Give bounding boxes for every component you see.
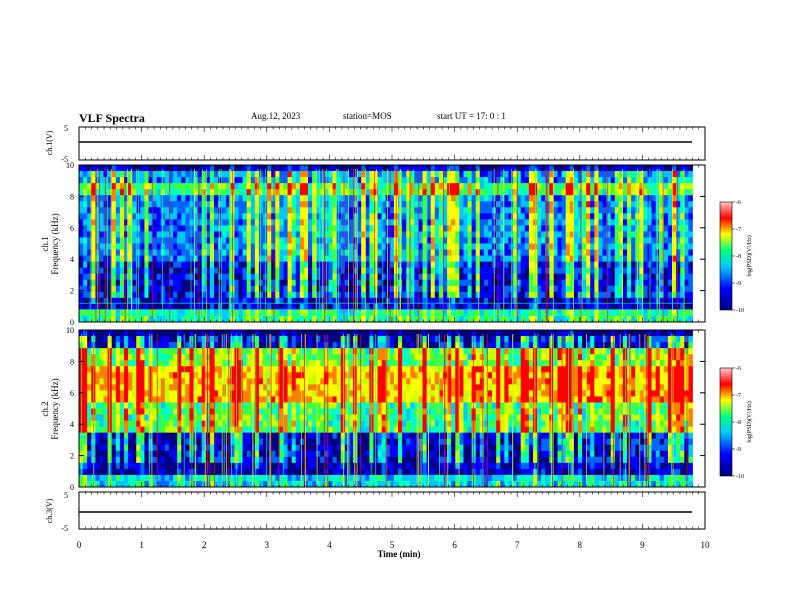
ch1-spec-ytick-4: 4 [70, 255, 74, 264]
ch1-spec-ytick-6: 6 [70, 224, 74, 233]
ch1-spectrogram-image [79, 165, 693, 323]
chart-title: VLF Spectra [79, 111, 145, 125]
x-tick-6: 6 [452, 540, 457, 550]
ch1-cbtick--10: -10 [736, 308, 744, 314]
ch3-ytick-top: 5 [64, 491, 68, 500]
ch2-cbtick--9: -9 [736, 447, 741, 453]
ch1-colorbar: -6 -7 -8 -9 -10 log(PSD)(V²/Hz) [719, 200, 753, 314]
ch1-spec-ytick-10: 10 [66, 161, 74, 170]
ch3-ylabel: ch.3(V) [45, 498, 54, 523]
date-label: Aug.12, 2023 [251, 111, 301, 121]
x-tick-0: 0 [77, 540, 82, 550]
ch2-spectrogram-image [79, 330, 693, 488]
ch1-colorbar-label: log(PSD)(V²/Hz) [746, 235, 753, 276]
ch1-spec-ytick-8: 8 [70, 192, 74, 201]
ch1-ylabel: ch.1(V) [45, 130, 54, 155]
x-axis-ticks: 0 1 2 3 4 5 6 7 8 9 10 [77, 127, 710, 550]
x-tick-3: 3 [265, 540, 270, 550]
ch1-spec-ylabel-2: Frequency (kHz) [50, 213, 60, 274]
x-axis-label: Time (min) [377, 549, 420, 559]
ch2-cbtick--10: -10 [736, 474, 744, 480]
x-tick-8: 8 [578, 540, 583, 550]
ch1-waveform-panel: 5 -5 ch.1(V) [45, 124, 706, 164]
ch3-waveform-panel: 5 -5 ch.3(V) [45, 491, 706, 533]
ch2-spec-ytick-8: 8 [70, 357, 74, 366]
x-tick-1: 1 [139, 540, 144, 550]
x-tick-7: 7 [515, 540, 520, 550]
start-time-label: start UT = 17: 0 : 1 [437, 111, 506, 121]
ch1-cbtick--7: -7 [736, 227, 741, 233]
x-tick-10: 10 [701, 540, 711, 550]
x-tick-5: 5 [390, 540, 395, 550]
ch1-cbtick--9: -9 [736, 281, 741, 287]
ch2-spec-ytick-10: 10 [66, 326, 74, 335]
ch2-cbtick--7: -7 [736, 393, 741, 399]
station-label: station=MOS [343, 111, 392, 121]
ch2-spec-ytick-6: 6 [70, 389, 74, 398]
x-tick-9: 9 [640, 540, 645, 550]
x-tick-4: 4 [327, 540, 332, 550]
ch1-spec-ylabel-1: ch.1 [40, 236, 50, 251]
ch1-ytick-bottom: -5 [61, 155, 68, 164]
ch1-spec-ytick-2: 2 [70, 287, 74, 296]
ch1-spec-ytick-0: 0 [70, 318, 74, 327]
ch2-colorbar: -6 -7 -8 -9 -10 log(PSD)(V²/Hz) [719, 366, 753, 480]
ch1-spectrogram-panel: 0 2 4 6 8 10 ch.1 Frequency (kHz) [40, 161, 706, 327]
ch3-ytick-bottom: -5 [61, 524, 68, 533]
ch2-spec-ylabel-2: Frequency (kHz) [50, 378, 60, 439]
ch2-spec-ytick-4: 4 [70, 420, 74, 429]
ch1-cbtick--8: -8 [736, 254, 741, 260]
ch2-spectrogram-panel: 0 2 4 6 8 10 ch.2 Frequency (kHz) [40, 326, 706, 492]
x-tick-2: 2 [202, 540, 207, 550]
ch2-colorbar-label: log(PSD)(V²/Hz) [746, 401, 753, 442]
ch2-spec-ytick-2: 2 [70, 452, 74, 461]
ch1-ytick-top: 5 [64, 124, 68, 133]
ch2-spec-ylabel-1: ch.2 [40, 401, 50, 416]
ch1-cbtick--6: -6 [736, 200, 741, 206]
ch2-spec-ytick-0: 0 [70, 483, 74, 492]
ch2-cbtick--8: -8 [736, 420, 741, 426]
ch2-cbtick--6: -6 [736, 366, 741, 372]
